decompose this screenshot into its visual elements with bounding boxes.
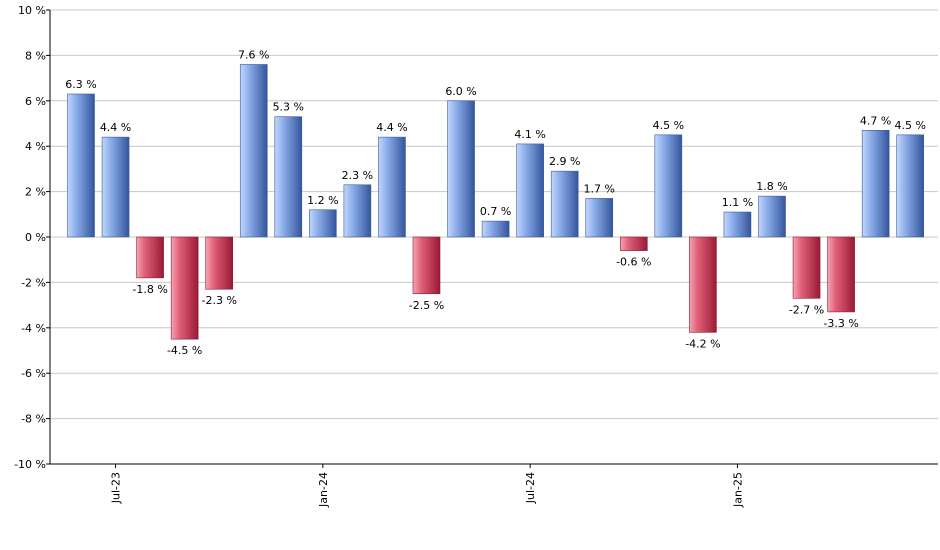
data-label: 1.8 % [756,180,787,193]
bar [654,134,683,238]
data-label: 1.7 % [584,182,615,195]
data-label: -3.3 % [823,317,858,330]
data-label: 2.9 % [549,155,580,168]
bar [758,195,786,238]
bar [481,220,510,238]
x-tick-label: Jul-24 [524,472,537,504]
data-label: 4.4 % [376,121,407,134]
bar [861,130,890,238]
data-label: -1.8 % [132,283,167,296]
bar [239,64,268,238]
bar [516,143,544,238]
bar [274,116,303,238]
bar [619,236,648,251]
bar [827,236,855,313]
y-tick-label: 2 % [25,186,46,199]
y-tick-label: -2 % [21,276,46,289]
data-label: -2.7 % [789,303,824,316]
y-tick-label: 0 % [25,231,46,244]
y-tick-label: 4 % [25,140,46,153]
bar [343,184,372,238]
bar [585,198,614,238]
x-tick-label: Jan-24 [317,472,330,508]
y-tick-label: -6 % [21,367,46,380]
bar [67,93,95,238]
bar [792,236,821,299]
labels: -10 % -8 % -6 % -4 % -2 % 0 % 2 % 4 % 6 % 8 % 10 %… [14,4,926,508]
bar [101,136,130,238]
data-label: 4.5 % [653,119,684,132]
bar [309,209,337,238]
data-label: 4.7 % [860,114,891,127]
y-tick-label: -4 % [21,322,46,335]
y-tick-label: 8 % [25,49,46,62]
bar [896,134,925,238]
bars [67,64,925,340]
data-label: 4.4 % [100,121,131,134]
bar [136,236,164,279]
data-label: 1.2 % [307,194,338,207]
bar [378,136,406,238]
y-tick-label: 10 % [18,4,46,17]
x-tick-label: Jan-25 [731,472,744,508]
data-label: -4.2 % [685,337,720,350]
data-label: 2.3 % [342,169,373,182]
axes [46,9,938,468]
bar [412,236,441,295]
data-label: 1.1 % [722,196,753,209]
bar [689,236,717,333]
bar [723,211,752,238]
data-label: 4.1 % [514,128,545,141]
bar [550,170,579,238]
y-tick-label: -10 % [14,458,46,471]
x-tick-label: Jul-23 [110,472,123,504]
bar [205,236,233,290]
y-tick-label: 6 % [25,95,46,108]
data-label: -2.5 % [409,299,444,312]
data-label: 4.5 % [894,119,925,132]
bar [170,236,199,340]
data-label: 6.3 % [65,78,96,91]
data-label: 5.3 % [273,101,304,114]
data-label: -0.6 % [616,256,651,269]
data-label: -4.5 % [167,344,202,357]
y-tick-label: -8 % [21,413,46,426]
data-label: 0.7 % [480,205,511,218]
data-label: 7.6 % [238,48,269,61]
bar [447,100,475,238]
data-label: 6.0 % [445,85,476,98]
data-label: -2.3 % [201,294,236,307]
